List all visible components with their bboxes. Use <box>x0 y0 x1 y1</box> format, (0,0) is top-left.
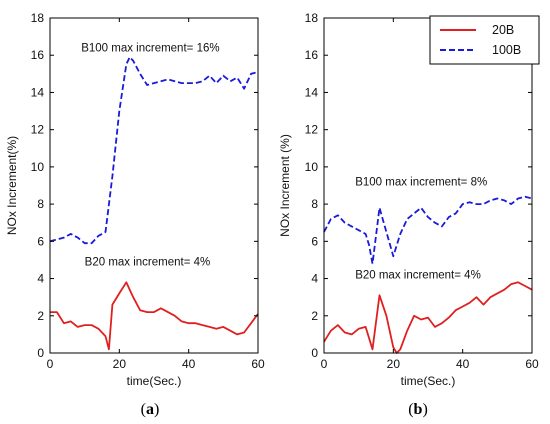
y-tick-label: 16 <box>31 48 45 62</box>
legend-label-100b: 100B <box>492 43 521 57</box>
y-axis-label: NOx Increment(%) <box>5 136 19 235</box>
y-axis-label: NOx Increment (%) <box>278 134 292 237</box>
x-tick-label: 0 <box>321 357 328 371</box>
y-tick-label: 6 <box>311 234 318 248</box>
y-tick-label: 10 <box>305 160 319 174</box>
panel-label-b: (b) <box>408 401 428 418</box>
series-b100-line <box>323 195 533 265</box>
x-tick-label: 20 <box>113 357 127 371</box>
y-tick-label: 12 <box>31 123 45 137</box>
x-axis-label: time(Sec.) <box>127 374 182 388</box>
legend-label-20b: 20B <box>492 23 514 37</box>
annotation-b20: B20 max increment= 4% <box>85 257 211 269</box>
plot-frame <box>49 17 259 354</box>
y-tick-label: 18 <box>305 11 319 25</box>
legend-box <box>429 15 540 65</box>
y-tick-label: 0 <box>37 346 44 360</box>
y-tick-label: 10 <box>31 160 45 174</box>
y-tick-label: 16 <box>305 48 319 62</box>
series-b100-line <box>49 56 259 245</box>
x-tick-label: 60 <box>525 357 539 371</box>
y-tick-label: 8 <box>37 197 44 211</box>
panel-a: 0 2 4 6 8 10 12 14 16 18 0 20 40 60 time(Sec.) NOx Incr… <box>5 11 265 388</box>
y-tick-label: 2 <box>311 309 318 323</box>
panel-b: 0 2 4 6 8 10 12 14 16 18 0 20 40 60 time(Sec.) NOx Incr… <box>278 11 539 388</box>
x-tick-label: 20 <box>387 357 401 371</box>
x-tick-label: 40 <box>182 357 196 371</box>
plot-frame <box>323 17 533 354</box>
series-b20-line <box>50 281 259 351</box>
legend: 20B 100B <box>429 15 540 65</box>
y-tick-label: 12 <box>305 123 319 137</box>
x-tick-label: 0 <box>47 357 54 371</box>
x-tick-label: 40 <box>456 357 470 371</box>
annotation-b20: B20 max increment= 4% <box>355 270 481 282</box>
y-tick-label: 2 <box>37 309 44 323</box>
y-tick-label: 14 <box>31 85 45 99</box>
y-tick-label: 14 <box>305 85 319 99</box>
annotation-b100: B100 max increment= 8% <box>355 177 487 189</box>
y-tick-label: 18 <box>31 11 45 25</box>
annotation-b100: B100 max increment= 16% <box>81 43 219 55</box>
x-axis-label: time(Sec.) <box>401 374 456 388</box>
y-tick-label: 0 <box>311 346 318 360</box>
y-tick-label: 8 <box>311 197 318 211</box>
series-b20-line <box>323 281 533 354</box>
panel-label-a: (a) <box>141 401 160 418</box>
y-tick-label: 4 <box>311 272 318 286</box>
x-tick-label: 60 <box>251 357 265 371</box>
y-tick-label: 6 <box>37 234 44 248</box>
y-tick-label: 4 <box>37 272 44 286</box>
